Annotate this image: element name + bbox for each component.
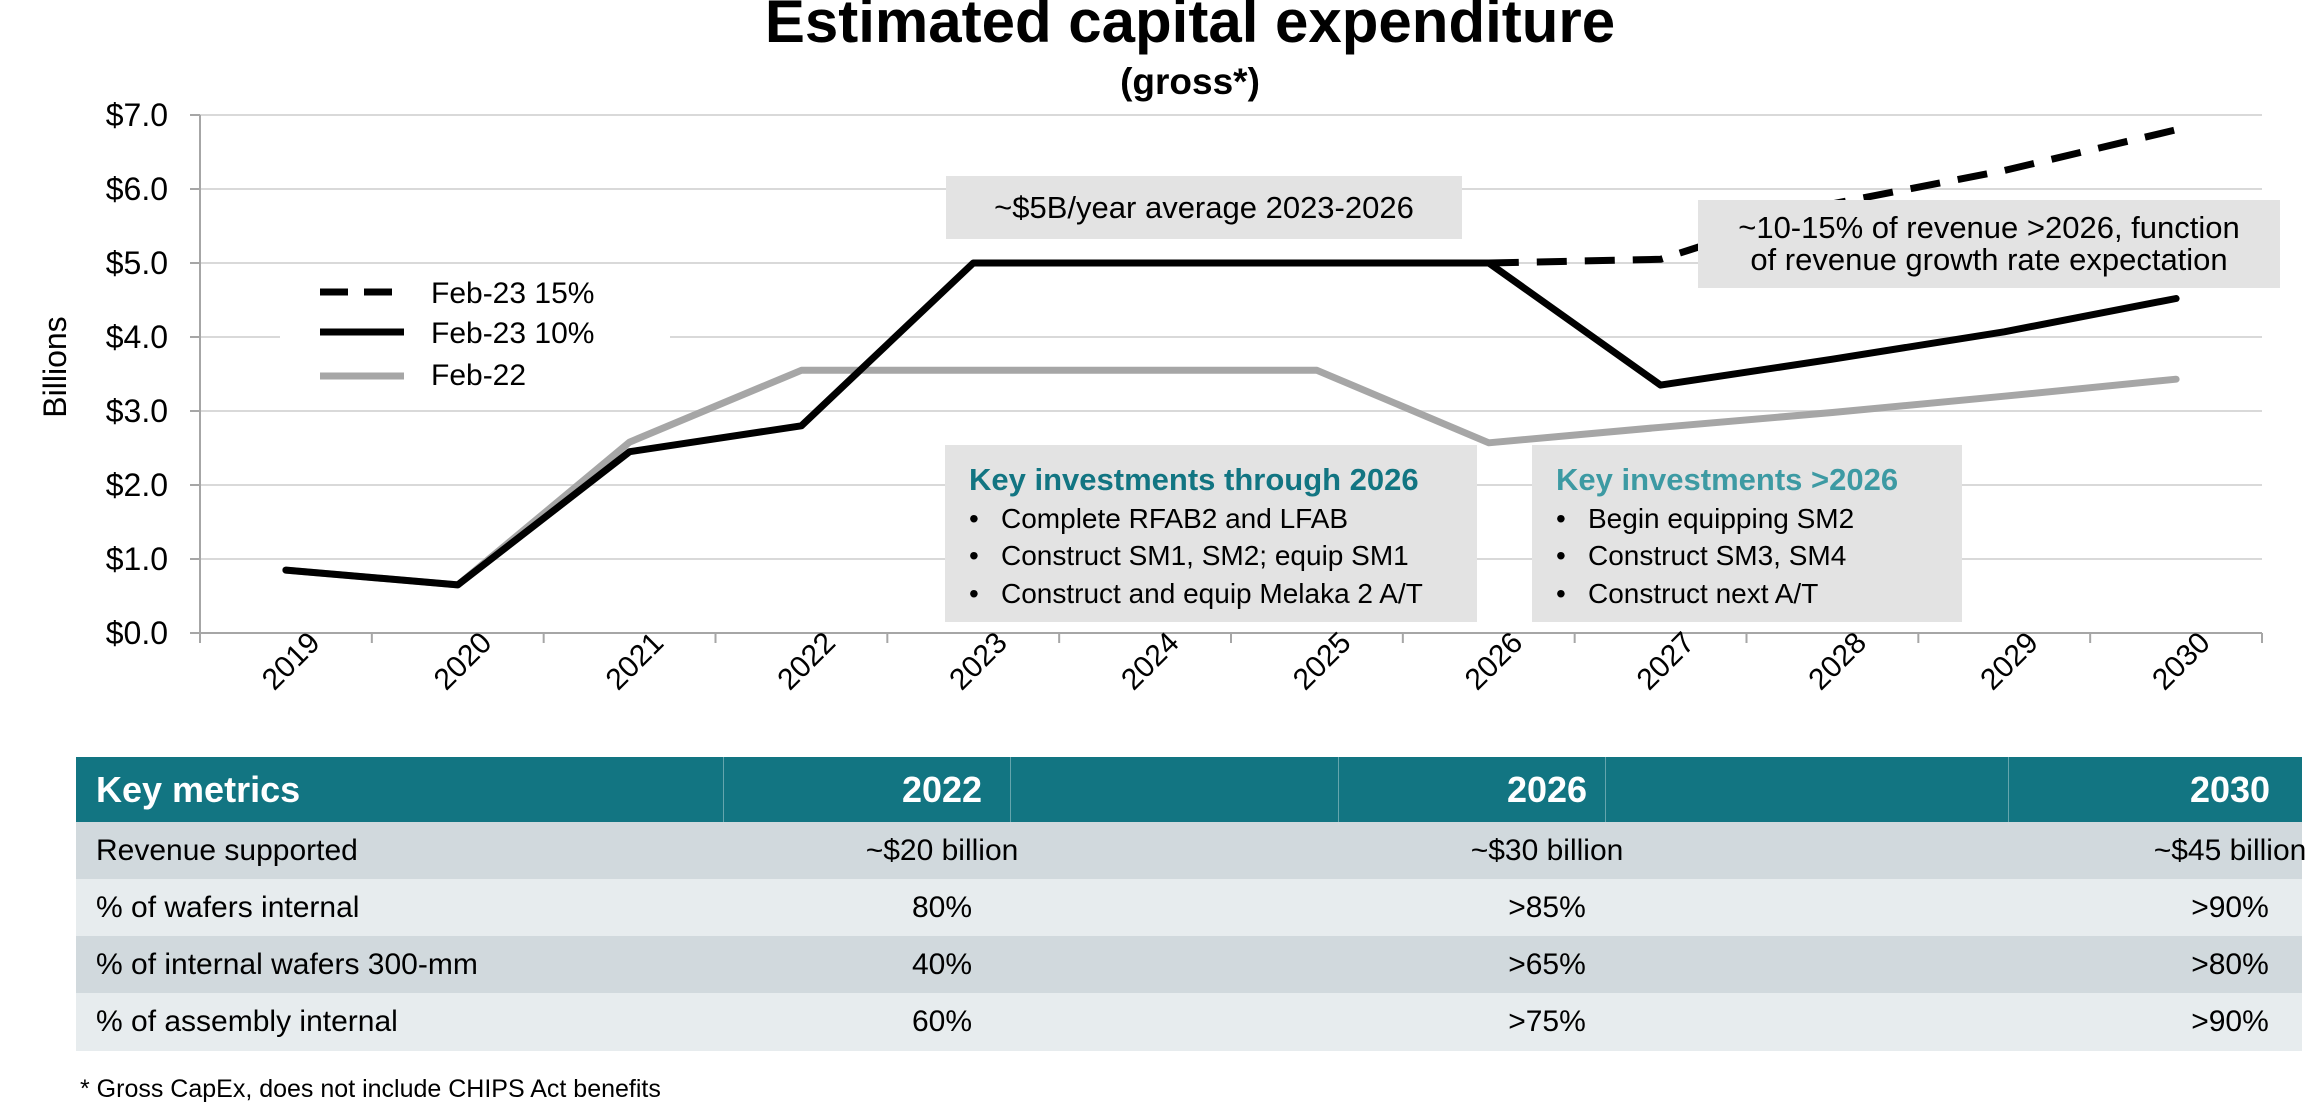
metric-label: % of wafers internal (96, 890, 360, 924)
metric-value-2022: 80% (911, 890, 973, 924)
x-tick-label: 2020 (428, 626, 499, 697)
y-tick-labels: $0.0 $1.0 $2.0 $3.0 $4.0 $5.0 $6.0 $7.0 (106, 97, 168, 651)
x-tick-label: 2025 (1287, 626, 1358, 697)
metric-value-2026: >75% (1508, 1005, 1586, 1038)
y-tick-label: $2.0 (106, 467, 168, 503)
through-2026-bullet: • (969, 578, 979, 609)
chart-subtitle: (gross*) (1120, 61, 1260, 102)
metrics-header-row: Key metrics 2022 2026 2030 (76, 757, 2302, 822)
metric-label: Revenue supported (96, 833, 358, 867)
metric-value-2022: 40% (911, 947, 973, 981)
x-tick-label: 2021 (600, 626, 671, 697)
after-2026-item: Begin equipping SM2 (1588, 503, 1854, 534)
annotation-revenue-line1: ~10-15% of revenue >2026, function (1738, 210, 2240, 245)
y-axis-label: Billions (37, 316, 73, 417)
x-tick-label: 2024 (1115, 626, 1186, 697)
x-tick-labels: 2019 2020 2021 2022 2023 2024 2025 2026 2027 2028… (256, 626, 2217, 697)
metrics-header-2026: 2026 (1506, 768, 1588, 810)
key-metrics-table: Key metrics 2022 2026 2030 Revenue suppo… (76, 757, 2306, 1051)
y-tick-label: $1.0 (106, 541, 168, 577)
series-line-feb-22 (282, 366, 2180, 589)
through-2026-bullet: • (969, 503, 979, 534)
metrics-header-2022: 2022 (901, 768, 983, 810)
y-tick-label: $4.0 (106, 319, 168, 355)
metric-value-2030: >90% (2191, 1005, 2269, 1038)
capex-chart: Estimated capital expenditure (gross*) B… (37, 0, 2280, 697)
through-2026-item: Construct SM1, SM2; equip SM1 (1001, 540, 1409, 571)
series-line-feb-23-10 (282, 259, 2180, 589)
annotation-through-2026: Key investments through 2026 • Complete … (945, 445, 1477, 622)
annotation-revenue: ~10-15% of revenue >2026, function of re… (1698, 200, 2280, 288)
metric-label: % of assembly internal (96, 1005, 398, 1038)
y-tick-label: $0.0 (106, 615, 168, 651)
y-tick-label: $3.0 (106, 393, 168, 429)
y-tick-label: $5.0 (106, 245, 168, 281)
after-2026-bullet: • (1556, 578, 1566, 609)
through-2026-bullet: • (969, 540, 979, 571)
metrics-header-label: Key metrics (96, 768, 301, 810)
metric-value-2030: >80% (2191, 947, 2269, 981)
metric-value-2030: ~$45 billion (2153, 833, 2307, 867)
table-row: % of wafers internal 80% >85% >90% (76, 879, 2302, 936)
annotation-after-2026: Key investments >2026 • Begin equipping … (1532, 445, 1962, 622)
after-2026-item: Construct next A/T (1588, 578, 1818, 609)
legend-label: Feb-23 10% (431, 317, 594, 350)
metric-label: % of internal wafers 300-mm (96, 947, 478, 981)
x-tick-label: 2027 (1631, 626, 1702, 697)
axes (190, 114, 2263, 643)
through-2026-item: Construct and equip Melaka 2 A/T (1001, 578, 1423, 609)
annotation-revenue-line2: of revenue growth rate expectation (1750, 242, 2227, 277)
metric-value-2022: ~$20 billion (865, 833, 1019, 867)
x-tick-label: 2028 (1802, 626, 1873, 697)
x-tick-label: 2023 (943, 626, 1014, 697)
metric-value-2022: 60% (911, 1005, 973, 1038)
metric-value-2026: >65% (1508, 947, 1586, 981)
annotation-average-text: ~$5B/year average 2023-2026 (994, 190, 1414, 225)
table-row: Revenue supported ~$20 billion ~$30 bill… (76, 822, 2306, 879)
footnote: * Gross CapEx, does not include CHIPS Ac… (80, 1075, 661, 1103)
table-row: % of assembly internal 60% >75% >90% (76, 993, 2302, 1051)
x-tick-label: 2019 (256, 626, 327, 697)
legend-label: Feb-23 15% (431, 277, 594, 310)
annotation-average: ~$5B/year average 2023-2026 (946, 176, 1462, 239)
after-2026-bullet: • (1556, 503, 1566, 534)
metric-value-2026: ~$30 billion (1470, 833, 1624, 867)
through-2026-item: Complete RFAB2 and LFAB (1001, 503, 1348, 534)
x-tick-label: 2029 (1974, 626, 2045, 697)
legend: Feb-23 15% Feb-23 10% Feb-22 (280, 272, 670, 400)
x-tick-label: 2026 (1459, 626, 1530, 697)
table-row: % of internal wafers 300-mm 40% >65% >80… (76, 936, 2302, 993)
after-2026-item: Construct SM3, SM4 (1588, 540, 1846, 571)
x-tick-label: 2030 (2146, 626, 2217, 697)
y-tick-label: $6.0 (106, 171, 168, 207)
y-tick-label: $7.0 (106, 97, 168, 133)
metric-value-2030: >90% (2191, 890, 2269, 924)
after-2026-bullet: • (1556, 540, 1566, 571)
chart-title: Estimated capital expenditure (765, 0, 1615, 55)
legend-label: Feb-22 (431, 359, 526, 392)
after-2026-title: Key investments >2026 (1556, 462, 1898, 497)
through-2026-title: Key investments through 2026 (969, 462, 1419, 497)
x-tick-label: 2022 (771, 626, 842, 697)
metrics-header-2030: 2030 (2189, 768, 2271, 810)
metric-value-2026: >85% (1508, 890, 1586, 924)
